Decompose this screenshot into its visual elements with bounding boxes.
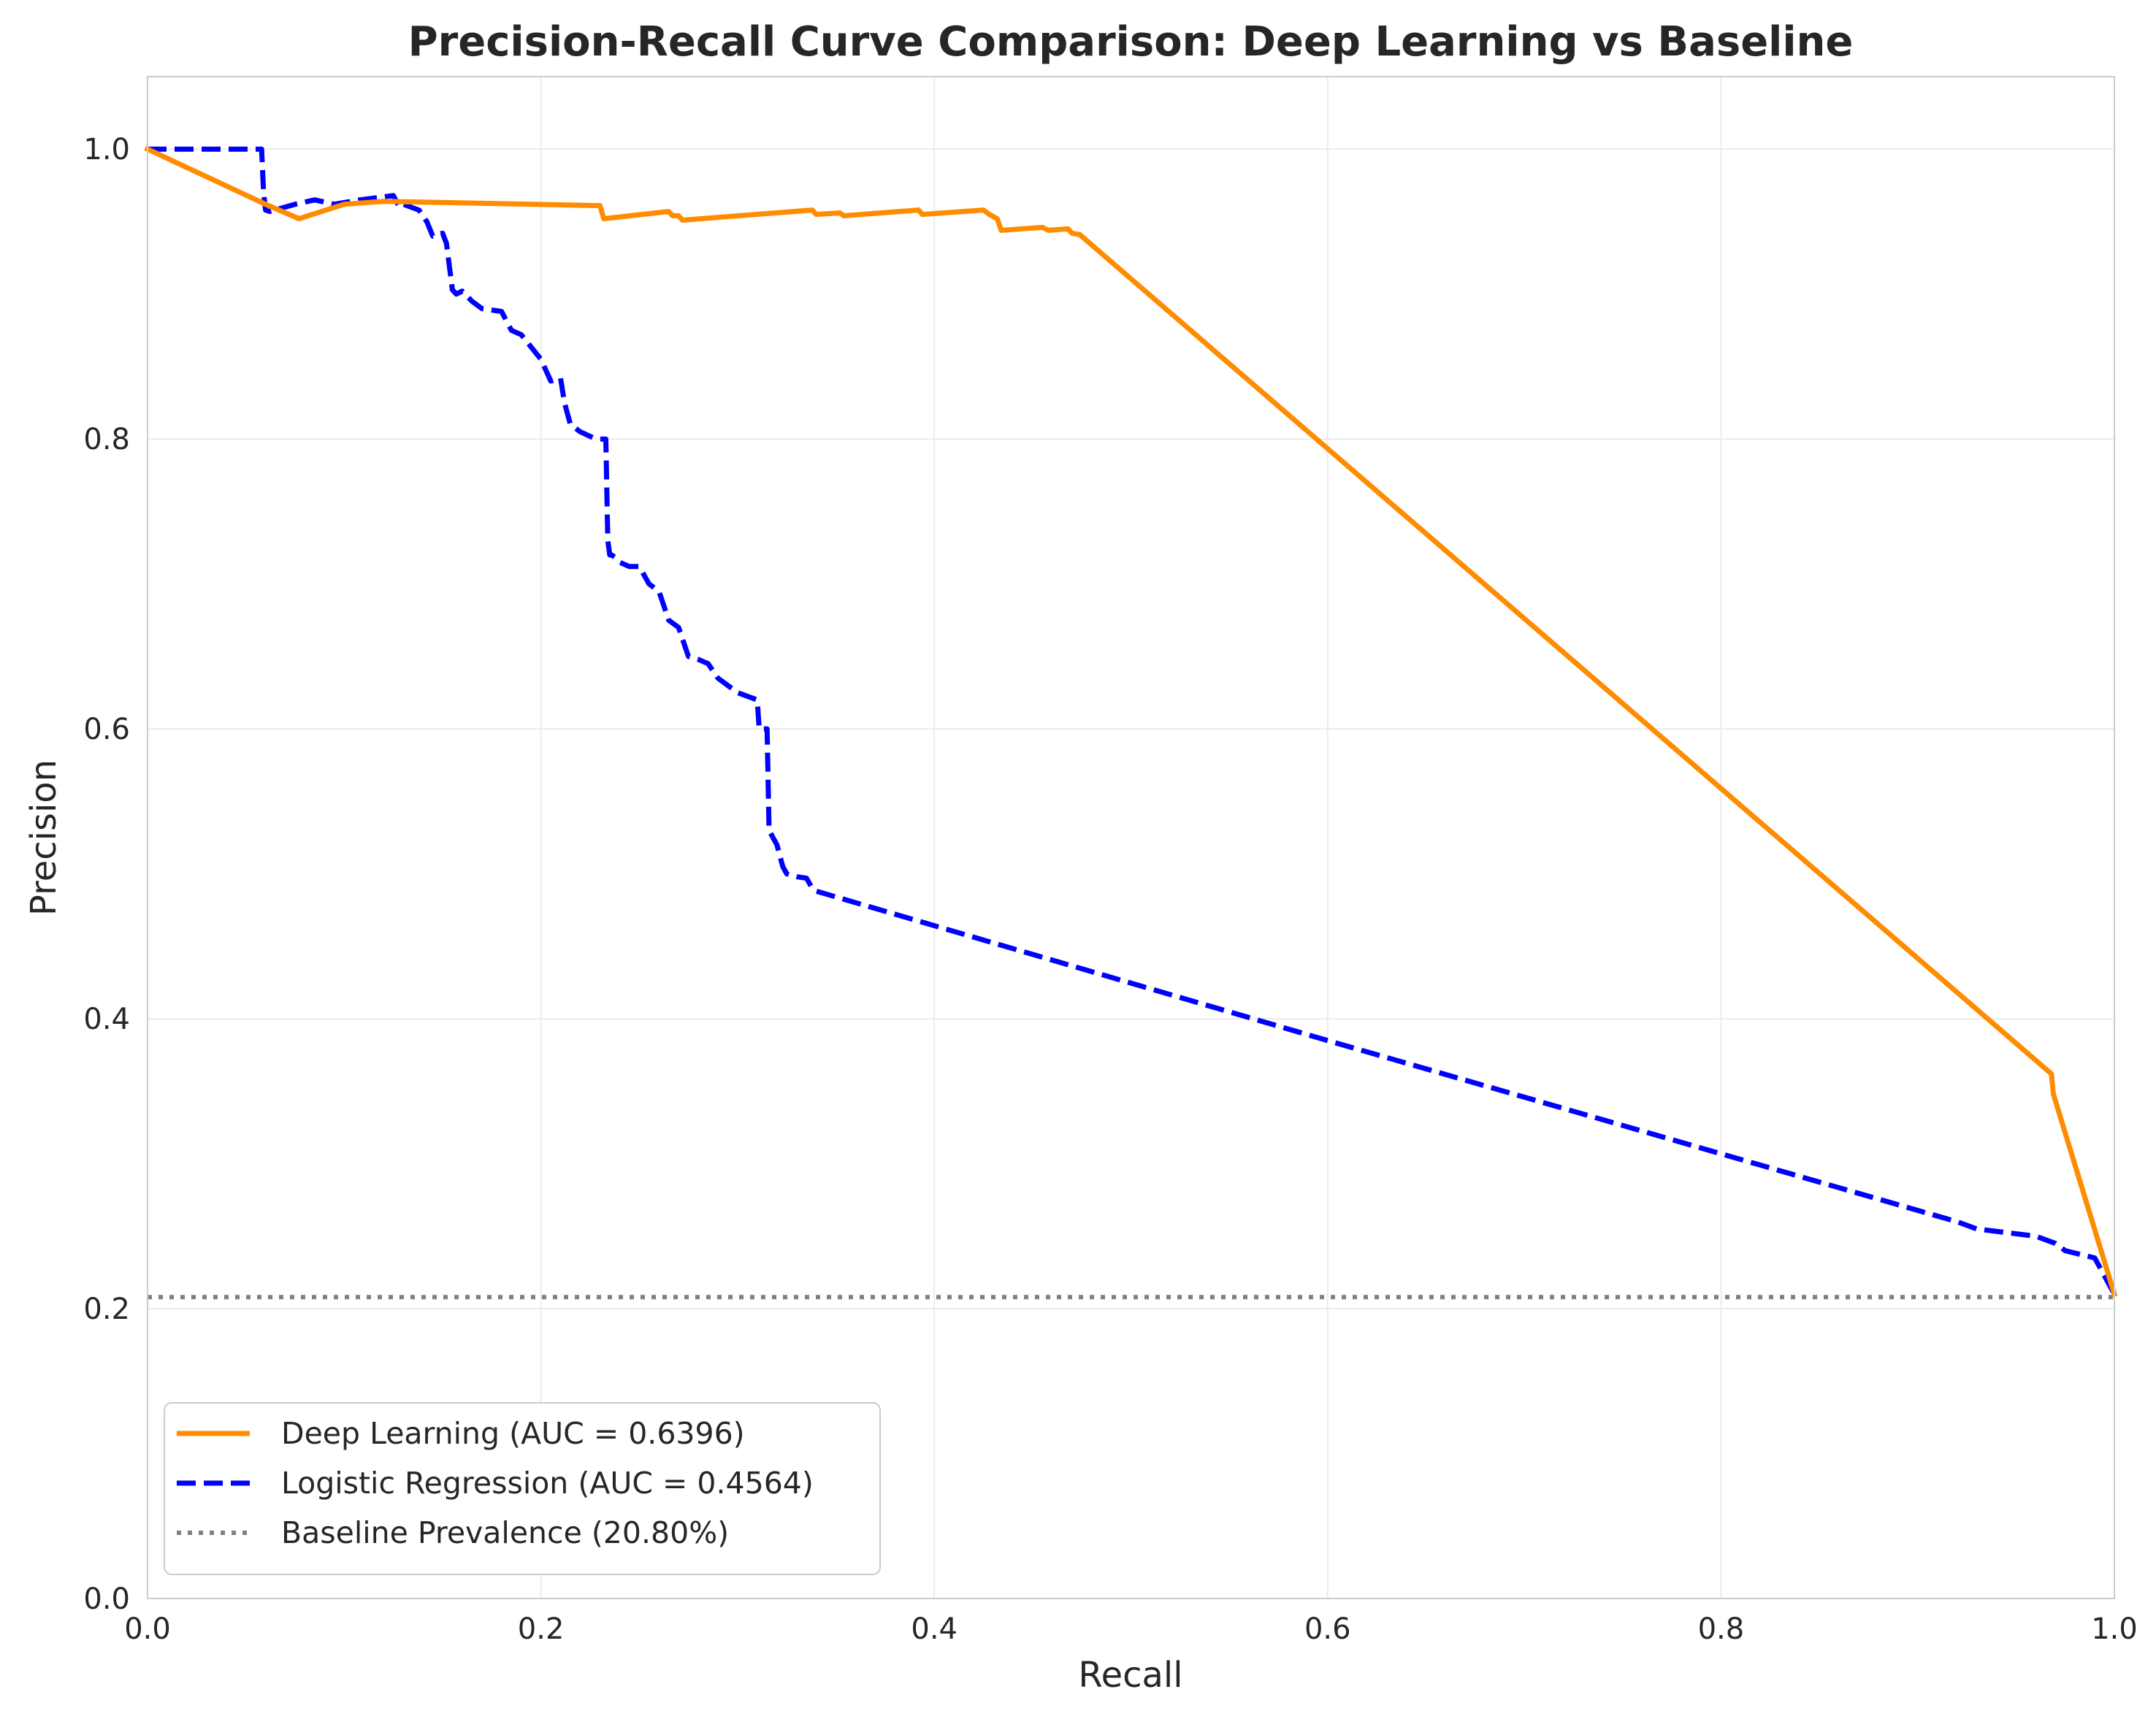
legend-label: Baseline Prevalence (20.80%) <box>281 1515 729 1550</box>
tick-labels: 0.0 0.2 0.4 0.6 0.8 1.0 0.0 0.2 0.4 0.6 0.8 1.0 <box>83 133 2137 1646</box>
y-tick-label: 1.0 <box>83 133 130 166</box>
plot-area <box>148 77 2114 1599</box>
x-tick-label: 0.6 <box>1304 1612 1351 1646</box>
legend-box <box>164 1402 881 1575</box>
x-tick-label: 0.8 <box>1698 1612 1745 1646</box>
y-tick-label: 0.4 <box>83 1003 130 1036</box>
y-tick-label: 0.0 <box>83 1582 130 1616</box>
y-tick-label: 0.2 <box>83 1293 130 1326</box>
series-line-1 <box>148 146 2117 1295</box>
y-tick-label: 0.8 <box>83 423 130 456</box>
y-axis-label: Precision <box>23 759 64 916</box>
series-line-0 <box>144 145 2118 1298</box>
legend-label: Logistic Regression (AUC = 0.4564) <box>281 1466 814 1501</box>
x-tick-label: 0.2 <box>518 1612 565 1646</box>
x-tick-label: 0.0 <box>124 1612 171 1646</box>
x-axis-label: Recall <box>1078 1655 1182 1696</box>
chart-title: Precision-Recall Curve Comparison: Deep … <box>408 18 1854 66</box>
legend: Deep Learning (AUC = 0.6396) Logistic Reg… <box>164 1402 881 1575</box>
x-tick-label: 0.4 <box>911 1612 957 1646</box>
x-tick-label: 1.0 <box>2091 1612 2138 1646</box>
legend-items: Deep Learning (AUC = 0.6396) Logistic Reg… <box>177 1416 814 1550</box>
legend-label: Deep Learning (AUC = 0.6396) <box>281 1416 745 1451</box>
series-lines <box>144 145 2118 1300</box>
plot-frame <box>147 76 2115 1599</box>
y-tick-label: 0.6 <box>83 713 130 746</box>
grid-lines <box>147 77 2115 1599</box>
